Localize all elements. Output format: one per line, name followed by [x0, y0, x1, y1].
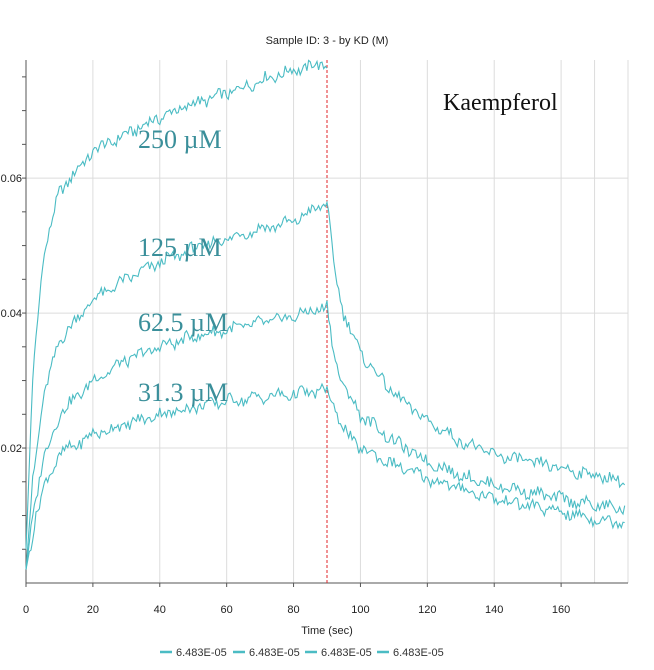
legend-label: 6.483E-05: [176, 647, 227, 659]
series-label-4: 31.3 µM: [138, 378, 228, 407]
grid-lines: [26, 60, 629, 583]
annotation-group: 250 µM 125 µM 62.5 µM 31.3 µM: [138, 125, 228, 407]
series-line-2: [25, 200, 626, 570]
legend-item-4[interactable]: 6.483E-05: [377, 647, 444, 659]
series-line-1: [25, 59, 328, 550]
x-tick-label-160: 160: [552, 604, 570, 616]
x-tick-label-20: 20: [87, 604, 99, 616]
chart-title: Sample ID: 3 - by KD (M): [266, 35, 389, 47]
x-tick-label-120: 120: [418, 604, 436, 616]
y-tick-label-0.02: 0.02: [1, 443, 22, 455]
x-tick-label-140: 140: [485, 604, 503, 616]
legend-item-3[interactable]: 6.483E-05: [305, 647, 372, 659]
series-label-3: 62.5 µM: [138, 308, 228, 337]
legend-label: 6.483E-05: [393, 647, 444, 659]
x-tick-label-40: 40: [154, 604, 166, 616]
y-tick-label-0.06: 0.06: [1, 173, 22, 185]
x-tick-label-100: 100: [351, 604, 369, 616]
series-line-4: [25, 382, 625, 570]
legend-label: 6.483E-05: [321, 647, 372, 659]
series-group: [25, 59, 626, 570]
x-tick-label-0: 0: [23, 604, 29, 616]
legend-label: 6.483E-05: [249, 647, 300, 659]
x-tick-label-60: 60: [221, 604, 233, 616]
legend: 6.483E-05 6.483E-05 6.483E-05 6.483E-05: [160, 647, 444, 659]
series-label-1: 250 µM: [138, 125, 222, 154]
legend-item-2[interactable]: 6.483E-05: [233, 647, 300, 659]
y-tick-label-0.04: 0.04: [1, 308, 22, 320]
x-axis-label: Time (sec): [301, 625, 353, 637]
x-tick-label-80: 80: [287, 604, 299, 616]
legend-item-1[interactable]: 6.483E-05: [160, 647, 227, 659]
compound-label: Kaempferol: [443, 90, 558, 116]
series-label-2: 125 µM: [138, 233, 222, 262]
series-line-3: [25, 300, 626, 570]
